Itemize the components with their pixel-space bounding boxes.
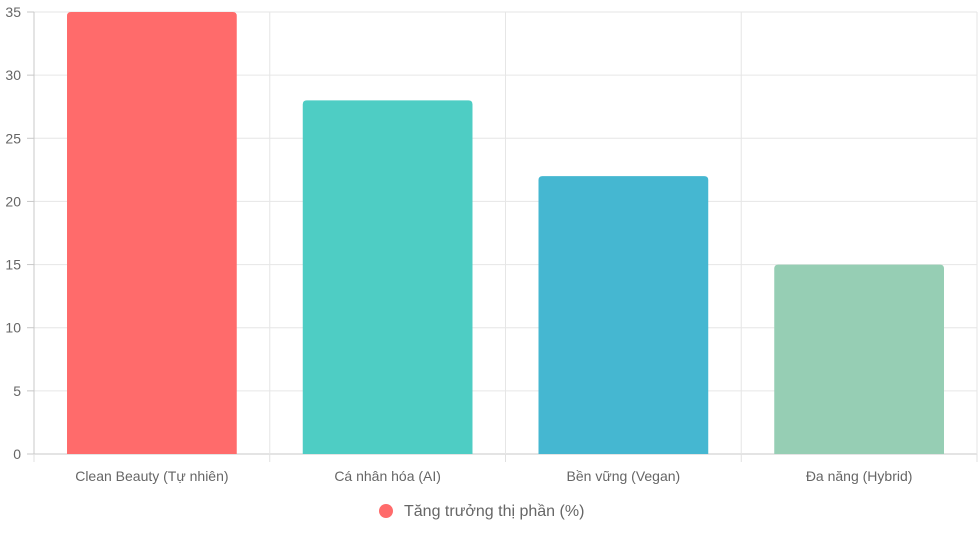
x-tick-label: Bền vững (Vegan) [567,468,681,484]
x-tick-label: Đa năng (Hybrid) [806,468,913,484]
y-tick-label: 0 [13,446,21,462]
x-tick-label: Clean Beauty (Tự nhiên) [75,468,228,484]
legend-swatch [379,504,393,518]
legend-label: Tăng trưởng thị phần (%) [404,503,584,520]
y-tick-label: 5 [13,383,21,399]
y-tick-label: 35 [5,4,21,20]
bar-layer [67,12,944,455]
bar-1[interactable] [67,12,237,454]
y-tick-label: 10 [5,320,21,336]
x-tick-label: Cá nhân hóa (AI) [334,468,441,484]
bar-2[interactable] [302,100,473,455]
y-tick-label: 25 [5,130,21,146]
y-tick-label: 15 [5,257,21,273]
y-tick-label: 30 [5,67,21,83]
bar-4[interactable] [774,264,944,454]
axis-layer: 0 5 10 15 20 25 30 35 Clean Beauty (Tự nhiên) Cá … [5,4,978,484]
bar-3[interactable] [538,176,709,454]
y-tick-label: 20 [5,193,21,209]
legend[interactable]: Tăng trưởng thị phần (%) [379,503,584,520]
